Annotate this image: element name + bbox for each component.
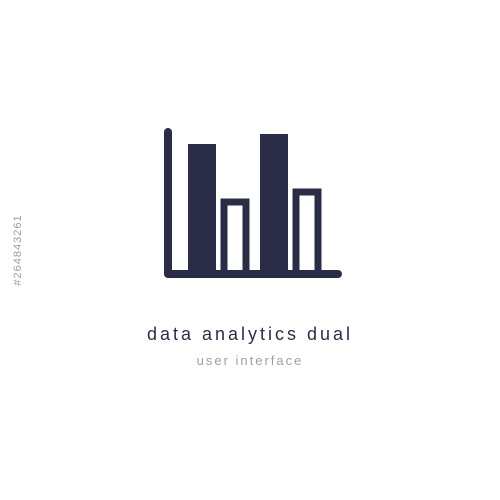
icon-title: data analytics dual <box>147 324 353 345</box>
stock-watermark: #264843261 <box>12 214 24 285</box>
chart-icon-container <box>150 102 350 302</box>
icon-subtitle: user interface <box>197 353 304 368</box>
data-analytics-dual-icon <box>150 112 350 292</box>
